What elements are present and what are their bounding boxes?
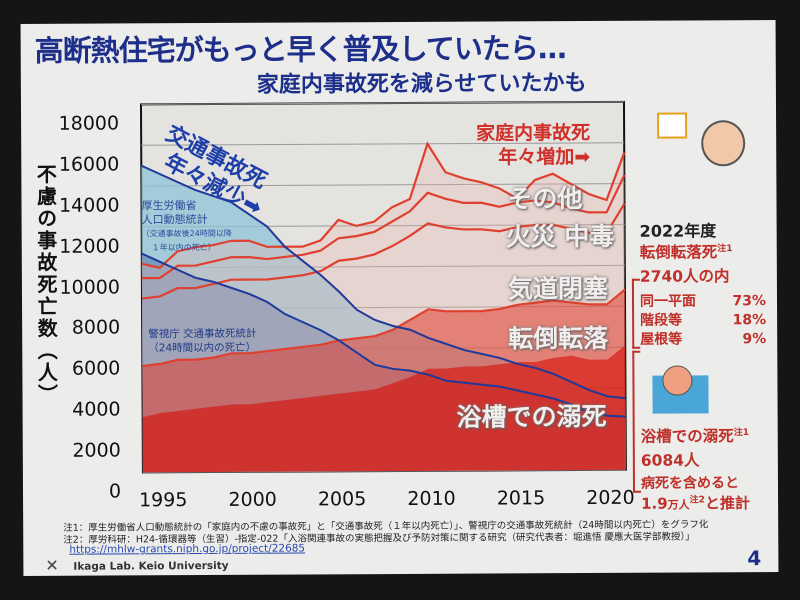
side-year: 2022年度 xyxy=(639,221,717,241)
bath-estimate-unit: 万人 xyxy=(667,498,690,512)
area-転倒転落 xyxy=(142,289,626,418)
area-浴槽での溺死 xyxy=(142,345,626,473)
breakdown-pct: 73% xyxy=(732,293,767,310)
bath-bracket xyxy=(632,350,642,493)
line-気道閉塞 xyxy=(141,202,626,300)
line-転倒転落 xyxy=(142,288,626,368)
gridline xyxy=(140,101,624,105)
breakdown-row: 階段等 18% xyxy=(640,309,766,330)
mhlw-line3: （交通事故後24時間以降 xyxy=(141,228,232,239)
side-bath-line4: 1.9万人注2と推計 xyxy=(641,492,750,514)
falls-title-text: 転倒転落死 xyxy=(639,243,718,262)
gridline xyxy=(141,142,625,146)
side-falls-total: 2740人の内 xyxy=(639,267,730,286)
breakdown-row: 屋根等 9% xyxy=(640,328,766,349)
bath-title-text: 浴槽での溺死 xyxy=(640,427,734,446)
bath-note: 注1 xyxy=(733,428,750,439)
police-line2: （24時間以内の死亡） xyxy=(148,341,257,355)
side-bath-line3: 病死を含めると xyxy=(640,475,740,492)
lab-logo-icon: ✕ xyxy=(45,555,59,575)
breakdown-pct: 9% xyxy=(742,331,767,348)
drowning-face-icon xyxy=(662,365,693,396)
side-bath-title: 浴槽での溺死注1 xyxy=(641,424,749,447)
police-annotation: 警視庁 交通事故死統計 （24時間以内の死亡） xyxy=(148,327,256,356)
page-number: 4 xyxy=(747,546,762,571)
home-line2: 年々増加➡ xyxy=(498,145,591,169)
breakdown-pct: 18% xyxy=(732,312,767,329)
mhlw-annotation: 厚生労働省 人口動態統計 （交通事故後24時間以降 １年以内の死亡） xyxy=(141,199,231,255)
mhlw-line2: 人口動態統計 xyxy=(141,213,208,227)
bath-estimate-suffix: と推計 xyxy=(704,494,750,513)
footer-lab-name: Ikaga Lab. Keio University xyxy=(73,559,229,573)
falling-person-illustration xyxy=(701,120,746,167)
stacked-area-chart xyxy=(139,100,627,474)
falls-bracket xyxy=(631,278,641,349)
breakdown-label: 同一平面 xyxy=(639,293,697,310)
breakdown-row: 同一平面 73% xyxy=(640,290,766,311)
police-line1: 警視庁 交通事故死統計 xyxy=(148,327,257,341)
label-fire-poison: 火災 中毒 xyxy=(505,221,615,252)
mhlw-line4: １年以内の死亡） xyxy=(151,242,216,253)
label-bath: 浴槽での溺死 xyxy=(456,401,607,432)
bath-estimate-note: 注2 xyxy=(689,495,705,506)
home-annotation: 家庭内事故死 年々増加➡ xyxy=(476,121,590,170)
falls-note: 注1 xyxy=(717,244,733,255)
area-気道閉塞 xyxy=(141,203,625,367)
mhlw-line1: 厚生労働省 xyxy=(141,199,197,213)
slide: 高断熱住宅がもっと早く普及していたら… 家庭内事故死を減らせていたかも 不慮の事… xyxy=(20,20,779,576)
alarm-illustration xyxy=(657,112,688,139)
line-火災 中毒 xyxy=(141,174,626,280)
breakdown-label: 屋根等 xyxy=(640,331,683,348)
line-厚生労働省 人口動態統計 xyxy=(140,164,626,400)
project-link[interactable]: https://mhlw-grants.niph.go.jp/project/2… xyxy=(69,542,306,556)
home-line1: 家庭内事故死 xyxy=(476,121,591,145)
label-falls: 転倒転落 xyxy=(508,323,609,354)
label-other: その他 xyxy=(507,184,583,214)
label-choking: 気道閉塞 xyxy=(507,273,609,304)
side-falls-title: 転倒転落死注1 xyxy=(640,240,733,262)
side-bath-total: 6084人 xyxy=(640,451,700,470)
bath-estimate-number: 1.9 xyxy=(641,494,668,513)
line-その他 xyxy=(141,141,626,270)
line-警視庁 交通事故死統計 xyxy=(141,252,626,418)
breakdown-label: 階段等 xyxy=(640,312,683,329)
gridline xyxy=(141,183,625,187)
